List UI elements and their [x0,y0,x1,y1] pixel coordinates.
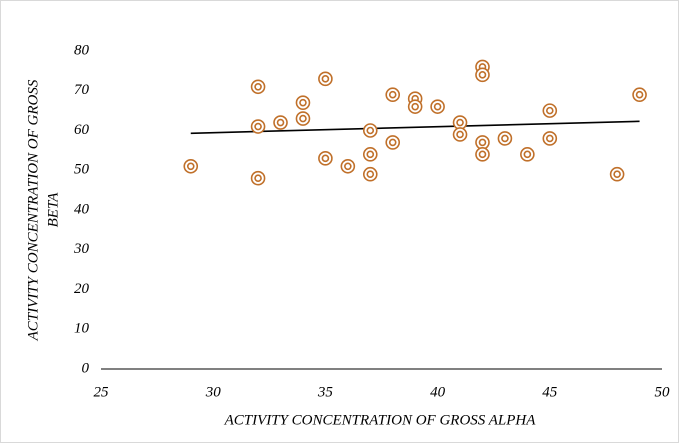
point [318,151,333,166]
point [632,87,647,103]
y-tick-label: 30 [73,241,90,257]
point [520,147,535,162]
y-axis-title: BETA [45,192,61,228]
y-axis-title: ACTIVITY CONCENTRATION OF GROSS [25,79,41,341]
point [340,158,356,174]
x-tick-label: 40 [430,384,446,400]
point [497,131,513,146]
point [430,99,445,114]
y-tick-label: 20 [74,281,90,297]
x-axis-title: ACTIVITY CONCENTRATION OF GROSS ALPHA [224,412,537,428]
point [318,71,333,87]
point [183,158,199,174]
point [362,147,378,162]
point [542,103,558,118]
point [385,87,401,103]
x-tick-label: 50 [655,384,671,400]
point [362,123,378,138]
point [295,95,311,110]
x-tick-label: 25 [94,384,110,400]
x-tick-label: 35 [317,384,334,400]
trendline [190,120,640,135]
point [475,147,490,162]
x-tick-label: 45 [542,384,558,400]
point [452,115,468,130]
y-tick-label: 40 [74,201,90,217]
y-tick-label: 50 [74,162,90,178]
point [273,115,288,130]
y-tick-label: 70 [74,82,90,98]
point [475,67,490,83]
x-tick-label: 30 [205,384,222,400]
y-tick-label: 60 [74,122,90,138]
y-tick-label: 0 [82,360,90,376]
y-tick-label: 10 [74,321,90,337]
point [452,127,468,142]
point [362,166,378,182]
point [385,135,401,150]
point [250,119,266,134]
point [250,170,266,186]
point [295,111,311,126]
point [475,135,490,150]
point [609,166,625,182]
y-tick-label: 80 [74,42,90,58]
point [407,99,423,114]
point [542,131,558,146]
point [250,79,266,95]
